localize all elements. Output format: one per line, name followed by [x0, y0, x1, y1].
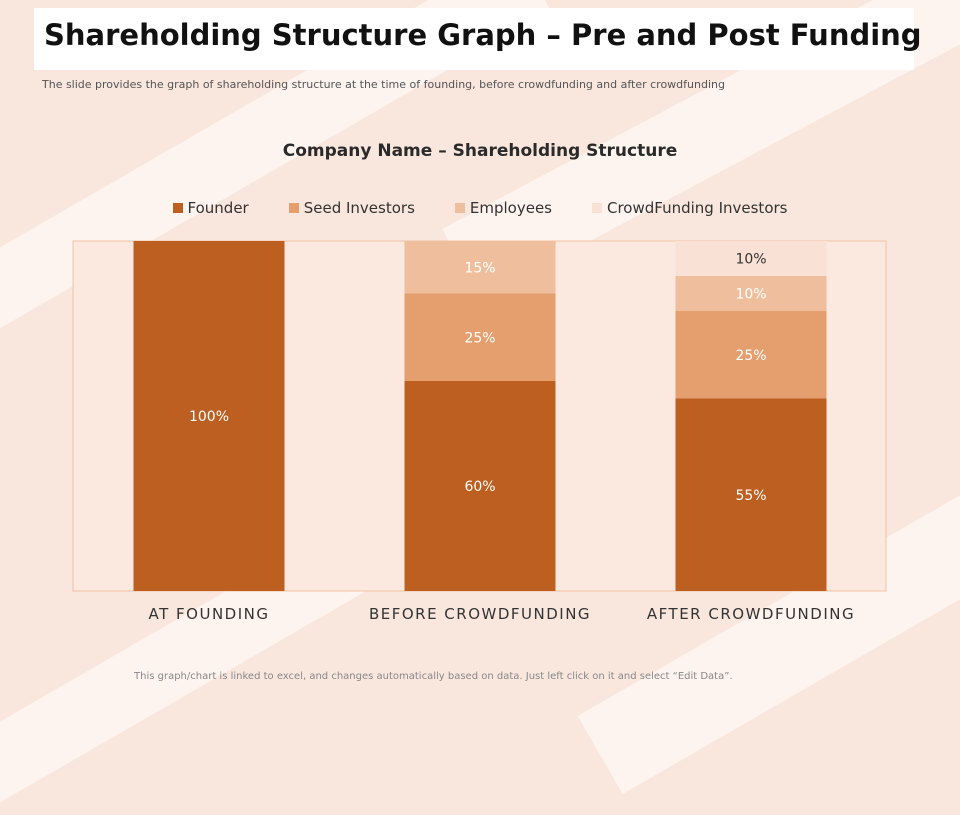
legend-label: Employees [469, 199, 552, 217]
bar-segment-seed-investors [404, 293, 556, 381]
data-label: 55% [735, 488, 766, 504]
data-label: 10% [735, 287, 766, 303]
legend-swatch [288, 203, 299, 213]
data-label: 60% [464, 479, 495, 495]
bar-segment-founder [133, 241, 285, 591]
legend-item-crowdfunding-investors: CrowdFunding Investors [592, 199, 787, 217]
bar-segment-founder [404, 381, 556, 591]
legend-label: Seed Investors [303, 199, 415, 217]
legend-swatch [172, 203, 183, 213]
data-label: 10% [735, 252, 766, 268]
chart-legend: Founder Seed Investors Employees CrowdFu… [0, 199, 960, 217]
data-label: 25% [464, 330, 495, 346]
footer-note: This graph/chart is linked to excel, and… [134, 671, 733, 682]
legend-swatch [454, 203, 465, 213]
slide-title: Shareholding Structure Graph – Pre and P… [44, 18, 922, 52]
chart-title: Company Name – Shareholding Structure [282, 141, 678, 161]
legend-label: Founder [187, 199, 249, 217]
bar-segment-employees [675, 276, 827, 311]
data-label: 25% [735, 348, 766, 364]
data-label: 100% [189, 409, 229, 425]
title-box: Shareholding Structure Graph – Pre and P… [34, 8, 922, 70]
slide-subtitle: The slide provides the graph of sharehol… [42, 78, 725, 91]
data-label: 15% [464, 260, 495, 276]
legend-item-founder: Founder [172, 199, 249, 217]
bar-segment-employees [404, 241, 556, 294]
bar-segment-founder [675, 398, 827, 591]
stacked-bar-chart: 100% AT FOUNDING 60% 25% 15% BEFORE CROWDFUND… [72, 240, 887, 623]
legend-label: CrowdFunding Investors [607, 199, 788, 217]
x-tick-label: BEFORE CROWDFUNDING [369, 605, 591, 623]
x-tick-label: AT FOUNDING [149, 605, 270, 623]
x-tick-label: AFTER CROWDFUNDING [647, 605, 855, 623]
legend-swatch [592, 203, 602, 213]
legend-item-seed-investors: Seed Investors [288, 199, 415, 217]
legend-item-employees: Employees [454, 199, 552, 217]
bar-segment-seed-investors [675, 311, 827, 399]
bar-segment-crowdfunding-investors [675, 241, 827, 276]
